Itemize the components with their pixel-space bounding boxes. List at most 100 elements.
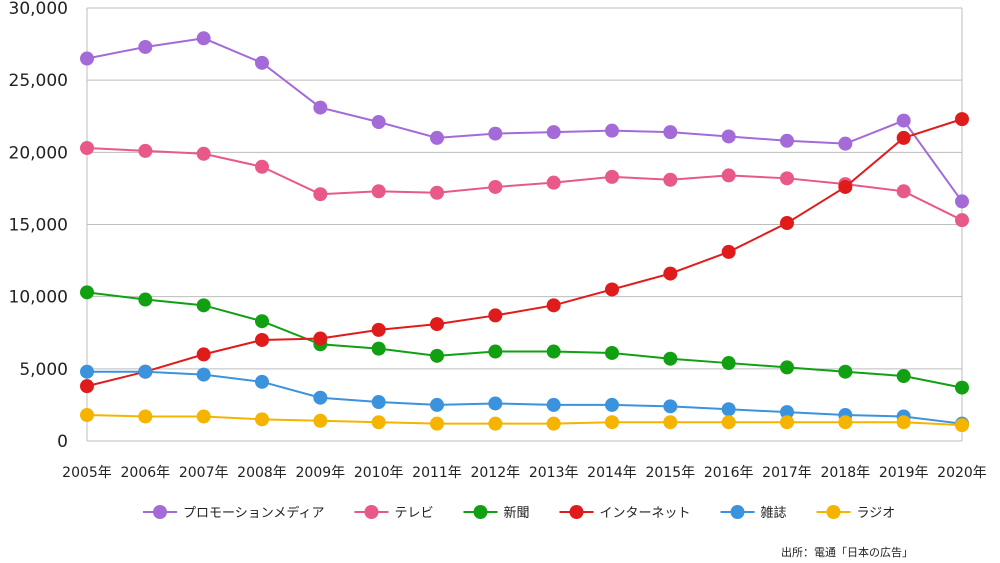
data-point [196, 298, 211, 313]
y-tick-label: 15,000 [9, 216, 68, 236]
data-point [838, 179, 853, 194]
data-point [663, 351, 678, 366]
data-point [780, 405, 794, 420]
legend-label: インターネット [599, 506, 690, 521]
grid-lines [86, 7, 963, 442]
legend-item: 雑誌 [720, 505, 787, 521]
data-point [371, 341, 386, 356]
data-point [80, 364, 94, 379]
legend-marker [364, 505, 379, 519]
y-tick-label: 5,000 [19, 360, 68, 380]
series-line [86, 118, 963, 388]
legend-label: ラジオ [857, 506, 896, 521]
data-point [371, 395, 386, 410]
data-point [138, 143, 153, 158]
data-point [546, 416, 561, 431]
data-point [371, 115, 386, 130]
data-point [371, 322, 386, 337]
series-line [87, 370, 963, 425]
series-4 [80, 364, 969, 431]
y-tick-label: 30,000 [9, 0, 68, 19]
series-line [86, 291, 963, 389]
data-point [955, 112, 969, 127]
y-tick-label: 20,000 [9, 143, 68, 163]
data-point [605, 282, 619, 297]
data-point [371, 415, 386, 430]
data-point [138, 292, 153, 307]
legend-item: ラジオ [816, 505, 896, 521]
x-tick-label: 2016年 [704, 465, 754, 481]
legend-label: プロモーションメディア [183, 505, 324, 521]
series-line [86, 147, 963, 222]
data-point [721, 402, 736, 417]
data-point [255, 412, 269, 427]
data-point [430, 130, 444, 145]
data-point [955, 380, 969, 395]
legend-marker [153, 505, 167, 519]
legend-marker [569, 505, 584, 519]
data-point [313, 390, 328, 405]
x-tick-label: 2009年 [296, 465, 346, 481]
data-point [430, 416, 444, 431]
data-point [138, 364, 153, 379]
data-point [430, 348, 444, 363]
data-point [546, 397, 561, 412]
data-point [721, 415, 736, 430]
data-point [663, 172, 678, 187]
data-point [80, 408, 94, 423]
legend-label: 雑誌 [761, 505, 787, 521]
x-tick-label: 2011年 [412, 465, 462, 481]
data-point [780, 216, 794, 231]
data-point [430, 397, 444, 412]
data-point [313, 413, 328, 428]
data-point [546, 344, 561, 359]
data-point [721, 244, 736, 259]
data-point [196, 409, 211, 424]
data-point [371, 184, 386, 199]
legend-item: テレビ [354, 505, 433, 521]
legend-marker [473, 505, 488, 519]
data-point [605, 345, 619, 360]
x-tick-label: 2019年 [879, 465, 929, 481]
data-point [488, 416, 503, 431]
data-point [896, 130, 911, 145]
data-point [80, 51, 94, 66]
legend-label: 新聞 [503, 505, 529, 521]
data-point [255, 55, 269, 70]
data-point [488, 344, 503, 359]
data-point [721, 356, 736, 371]
x-axis-ticks: 2005年 2006年 2007年 2008年 2009年 2010年 2011年 2012年… [62, 465, 987, 481]
data-point [780, 133, 794, 148]
data-point [663, 266, 678, 281]
x-tick-label: 2012年 [471, 465, 521, 481]
data-point [605, 169, 619, 184]
data-point [546, 175, 561, 190]
x-tick-label: 2005年 [62, 465, 112, 481]
x-tick-label: 2006年 [121, 465, 171, 481]
series-3 [80, 112, 969, 394]
data-point [196, 146, 211, 161]
legend-item: インターネット [559, 505, 691, 521]
data-point [721, 168, 736, 183]
data-point [80, 141, 94, 156]
legend-marker [826, 505, 841, 519]
data-point [313, 100, 328, 115]
series-0 [80, 31, 969, 209]
data-point [780, 171, 794, 186]
data-point [255, 314, 269, 329]
data-point [955, 213, 969, 228]
x-tick-label: 2017年 [762, 465, 812, 481]
series-line [86, 37, 963, 202]
data-point [488, 126, 503, 141]
data-point [255, 332, 269, 347]
data-point [896, 113, 911, 128]
x-tick-label: 2018年 [821, 465, 871, 481]
data-point [605, 123, 619, 138]
y-axis-ticks: 0 5,000 10,000 15,000 20,000 25,000 30,000 [9, 0, 68, 452]
data-point [313, 187, 328, 202]
series-group [80, 31, 969, 433]
data-point [955, 418, 969, 433]
legend-item: 新聞 [463, 505, 529, 521]
data-point [955, 194, 969, 209]
